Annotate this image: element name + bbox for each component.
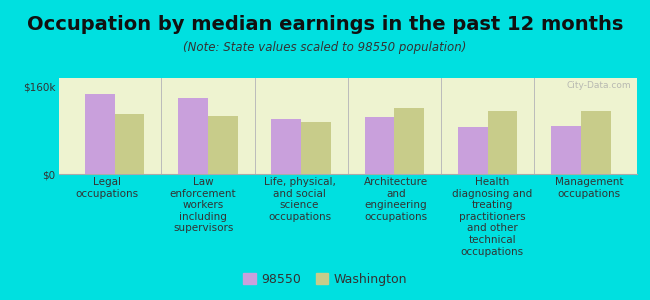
Bar bbox=[458, 128, 488, 174]
Text: Architecture
and
engineering
occupations: Architecture and engineering occupations bbox=[364, 177, 428, 222]
Bar bbox=[365, 118, 395, 174]
Text: Occupation by median earnings in the past 12 months: Occupation by median earnings in the pas… bbox=[27, 15, 623, 34]
Bar bbox=[271, 119, 301, 174]
Text: Legal
occupations: Legal occupations bbox=[75, 177, 138, 199]
Text: Health
diagnosing and
treating
practitioners
and other
technical
occupations: Health diagnosing and treating practitio… bbox=[452, 177, 532, 256]
Text: City-Data.com: City-Data.com bbox=[567, 81, 631, 90]
Bar bbox=[178, 98, 208, 174]
Text: Law
enforcement
workers
including
supervisors: Law enforcement workers including superv… bbox=[170, 177, 237, 233]
Bar bbox=[488, 111, 517, 174]
Bar bbox=[208, 116, 238, 174]
Bar bbox=[581, 111, 611, 174]
Bar bbox=[114, 114, 144, 174]
Text: Life, physical,
and social
science
occupations: Life, physical, and social science occup… bbox=[264, 177, 335, 222]
Text: Management
occupations: Management occupations bbox=[554, 177, 623, 199]
Legend: 98550, Washington: 98550, Washington bbox=[239, 268, 411, 291]
Bar bbox=[395, 108, 424, 174]
Bar bbox=[551, 126, 581, 174]
Bar bbox=[84, 94, 114, 174]
Text: (Note: State values scaled to 98550 population): (Note: State values scaled to 98550 popu… bbox=[183, 40, 467, 53]
Bar bbox=[301, 122, 331, 174]
